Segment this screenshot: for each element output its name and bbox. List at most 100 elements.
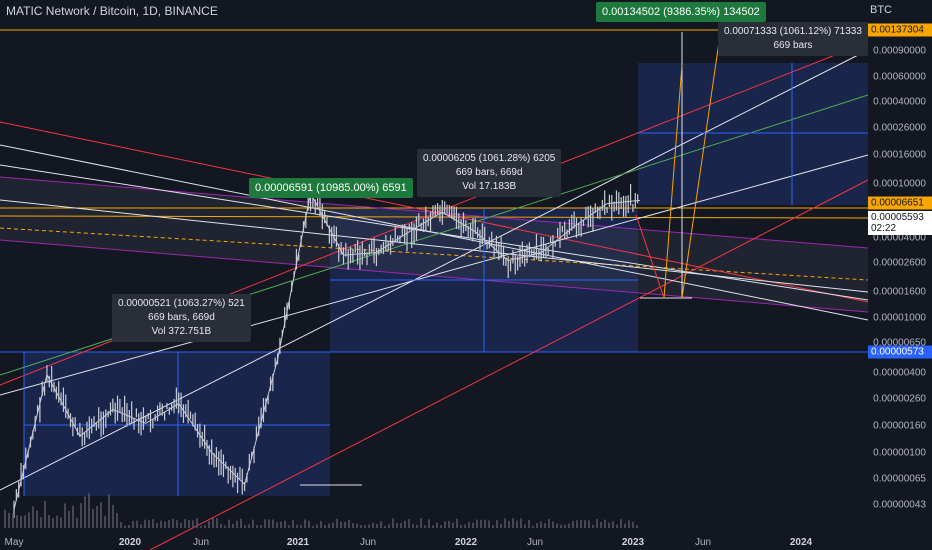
x-tick-label: Jun <box>359 537 377 548</box>
x-tick-label: Jun <box>694 537 712 548</box>
price-line <box>13 191 641 510</box>
volume-bar <box>532 525 534 528</box>
volume-bar <box>160 520 162 528</box>
measure-label-3: 0.00006205 (1061.28%) 6205 669 bars, 669… <box>417 149 562 197</box>
measure-label-line: Vol 17.183B <box>462 181 517 192</box>
volume-bar <box>28 512 30 528</box>
y-tick-label: 0.00090000 <box>873 45 926 57</box>
volume-bar <box>608 522 610 528</box>
volume-bar <box>24 515 26 528</box>
volume-bar <box>196 518 198 528</box>
volume-bar <box>288 525 290 528</box>
volume-bar <box>300 524 302 528</box>
volume-bar <box>104 515 106 528</box>
volume-bar <box>456 518 458 528</box>
volume-bar <box>436 522 438 528</box>
volume-bar <box>112 505 114 528</box>
volume-bar <box>452 522 454 528</box>
volume-bar <box>592 524 594 528</box>
volume-bar <box>144 519 146 528</box>
volume-bar <box>412 524 414 528</box>
price-badge-current-a: 0.00006651 <box>868 196 932 210</box>
volume-bar <box>380 521 382 528</box>
volume-bar <box>400 522 402 528</box>
volume-bar <box>508 520 510 528</box>
volume-bar <box>136 520 138 528</box>
volume-bar <box>616 524 618 528</box>
volume-bar <box>356 523 358 528</box>
volume-bar <box>4 509 6 528</box>
volume-bar <box>432 525 434 528</box>
volume-bar <box>600 521 602 528</box>
volume-bar <box>552 521 554 528</box>
volume-bar <box>244 525 246 528</box>
volume-bar <box>516 520 518 528</box>
volume-bar <box>40 517 42 528</box>
volume-bar <box>404 520 406 528</box>
volume-bar <box>340 521 342 528</box>
volume-bar <box>240 518 242 528</box>
dashed-trend-line <box>0 227 869 281</box>
volume-bar <box>192 520 194 528</box>
volume-bar <box>572 520 574 528</box>
volume-bar <box>520 518 522 528</box>
volume-bar <box>256 524 258 528</box>
volume-bar <box>612 521 614 528</box>
volume-bar <box>588 520 590 528</box>
price-series <box>13 183 641 518</box>
volume-bar <box>308 520 310 528</box>
volume-bar <box>504 518 506 528</box>
price-badge-base: 0.00000573 <box>868 345 932 359</box>
y-tick-label: 0.00001600 <box>873 286 926 298</box>
volume-bar <box>252 519 254 528</box>
price-badge-countdown: 02:22 <box>871 223 897 234</box>
volume-bar <box>116 513 118 528</box>
descending-white-line <box>0 164 869 301</box>
volume-bar <box>48 515 50 528</box>
volume-bar <box>368 524 370 528</box>
volume-bar <box>268 519 270 528</box>
volume-bar <box>164 521 166 528</box>
volume-bar <box>8 512 10 528</box>
volume-bar <box>528 519 530 528</box>
volume-bar <box>52 518 54 528</box>
y-tick-label: 0.00000400 <box>873 367 926 379</box>
volume-bar <box>556 523 558 528</box>
x-tick-label: 2022 <box>454 537 478 548</box>
volume-bar <box>208 520 210 528</box>
volume-bar <box>420 518 422 528</box>
volume-bar <box>12 513 14 528</box>
volume-bar <box>512 518 514 528</box>
volume-bar <box>312 525 314 528</box>
volume-bar <box>32 506 34 528</box>
channel-lower-line <box>0 239 869 313</box>
volume-bar <box>168 519 170 528</box>
volume-bar <box>88 493 90 528</box>
volume-bar <box>172 518 174 528</box>
y-tick-label: 0.00016000 <box>873 149 926 161</box>
y-tick-label: 0.00000160 <box>873 420 926 432</box>
volume-bar <box>224 525 226 528</box>
volume-bar <box>56 515 58 528</box>
volume-bar <box>388 524 390 528</box>
volume-bar <box>408 519 410 528</box>
y-tick-label: 0.00000260 <box>873 393 926 405</box>
volume-bar <box>260 525 262 528</box>
x-tick-label: 2023 <box>621 537 645 548</box>
volume-bar <box>16 515 18 528</box>
currency-label: BTC <box>870 4 892 16</box>
x-tick-label: 2024 <box>789 537 813 548</box>
y-tick-label: 0.00002600 <box>873 257 926 269</box>
volume-bar <box>284 520 286 528</box>
measure-label-line: Vol 372.751B <box>151 326 212 337</box>
measure-label-line: 0.00006205 (1061.28%) 6205 <box>423 153 556 164</box>
volume-bar <box>468 521 470 528</box>
volume-bar <box>132 520 134 528</box>
volume-bar <box>292 520 294 528</box>
volume-bar <box>280 521 282 528</box>
volume-bar <box>620 519 622 528</box>
volume-bar <box>584 520 586 528</box>
volume-bar <box>576 520 578 528</box>
measure-label-1: 0.00000521 (1063.27%) 521 669 bars, 669d… <box>112 294 251 342</box>
